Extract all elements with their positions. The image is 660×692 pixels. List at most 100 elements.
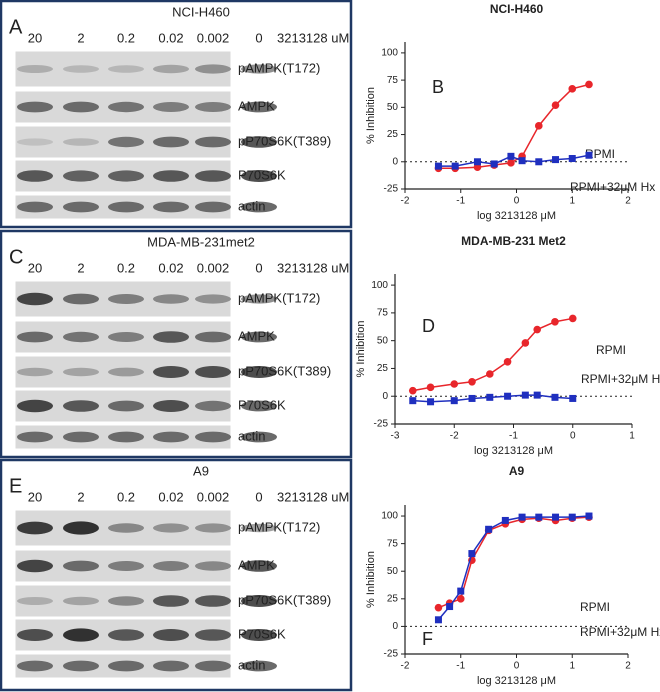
y-tick-label: -25 <box>384 649 399 660</box>
blot-row-label: actin <box>238 428 265 443</box>
blot-band <box>195 170 231 182</box>
blot-band <box>153 523 189 533</box>
point <box>552 156 560 164</box>
blot-band <box>17 138 53 146</box>
blot-row-label: pP70S6K(T389) <box>238 363 331 378</box>
point <box>451 162 459 170</box>
point <box>503 357 512 366</box>
y-tick-label: 100 <box>381 511 398 522</box>
blot-row-label: actin <box>238 657 265 672</box>
x-tick-label: 0 <box>570 431 576 442</box>
panel-letter: B <box>432 77 444 97</box>
y-tick-label: 25 <box>387 593 399 604</box>
point <box>456 595 465 603</box>
point <box>585 80 593 89</box>
point <box>521 339 530 347</box>
blot-band <box>241 431 277 443</box>
y-tick-label: 75 <box>387 75 399 86</box>
y-axis-label: % Inhibition <box>355 321 367 378</box>
blot-band <box>108 561 144 571</box>
blot-band <box>241 170 277 182</box>
x-tick-label: 1 <box>629 431 635 442</box>
blot-band <box>63 65 99 73</box>
blot-band <box>63 660 99 672</box>
dose-label: 0 <box>255 260 262 275</box>
point <box>450 397 458 405</box>
dose-unit: 3213128 uM <box>277 30 349 45</box>
chart-title: A9 <box>509 464 525 478</box>
blot-band <box>153 201 189 213</box>
point <box>427 398 435 406</box>
series-line <box>438 154 590 167</box>
point <box>551 393 559 401</box>
x-tick-label: -1 <box>456 661 465 672</box>
blot-band <box>108 65 144 73</box>
dose-label: 2 <box>77 489 84 504</box>
blot-band <box>195 561 231 571</box>
blot-band <box>17 65 53 73</box>
point <box>533 391 541 399</box>
chart-title: MDA-MB-231 Met2 <box>461 234 566 248</box>
blot-band <box>153 366 189 378</box>
series-line <box>412 317 573 392</box>
point <box>434 162 442 170</box>
point <box>504 392 512 400</box>
point <box>568 314 577 323</box>
blot-row-label: AMPK <box>238 328 275 343</box>
point <box>535 513 543 521</box>
panel-border <box>0 0 353 229</box>
blot-band <box>108 294 144 304</box>
x-tick-label: -2 <box>450 431 459 442</box>
point <box>569 394 577 402</box>
legend-label: RPMI+32μM Hx <box>580 625 660 639</box>
blot-band <box>63 138 99 146</box>
dose-label: 0.02 <box>158 489 183 504</box>
blot-band <box>63 560 99 572</box>
point <box>568 85 577 93</box>
blot-band <box>108 101 144 113</box>
blot-band <box>108 523 144 533</box>
panel-letter: C <box>9 246 23 268</box>
blot-band <box>241 366 277 378</box>
point <box>426 383 435 392</box>
y-tick-label: 75 <box>387 538 399 549</box>
blot-band <box>241 595 277 607</box>
blot-band <box>241 560 277 572</box>
point <box>551 317 559 326</box>
blot-title: NCI-H460 <box>172 4 230 19</box>
x-axis-label: log 3213128 μM <box>477 210 556 222</box>
blot-row-label: AMPK <box>238 557 275 572</box>
blot-band <box>63 101 99 113</box>
blot-band <box>195 201 231 213</box>
x-tick-label: 0 <box>514 661 520 672</box>
y-tick-label: 100 <box>371 280 388 291</box>
x-tick-label: 1 <box>569 196 575 207</box>
x-tick-label: 0 <box>514 196 520 207</box>
y-tick-label: 25 <box>387 129 399 140</box>
x-tick-label: -1 <box>456 196 465 207</box>
blot-band <box>195 294 231 304</box>
blot-band <box>241 64 277 74</box>
blot-band <box>153 561 189 571</box>
dose-label: 0.2 <box>117 260 135 275</box>
blot-row-label: pP70S6K(T389) <box>238 133 331 148</box>
blot-title: A9 <box>193 463 209 478</box>
y-axis-label: % Inhibition <box>365 551 377 608</box>
x-tick-label: -1 <box>509 431 518 442</box>
y-tick-label: -25 <box>384 184 399 195</box>
x-tick-label: -2 <box>401 196 410 207</box>
blot-band <box>108 367 144 377</box>
blot-band <box>17 559 53 573</box>
blot-band <box>195 102 231 112</box>
point <box>535 122 543 130</box>
blot-band <box>108 201 144 213</box>
dose-label: 0.002 <box>197 260 230 275</box>
blot-band <box>241 101 277 113</box>
series-line <box>438 83 590 170</box>
blot-band <box>241 331 277 343</box>
chart-title: NCI-H460 <box>490 2 544 16</box>
blot-band <box>63 400 99 412</box>
blot-band <box>241 523 277 533</box>
blot-band <box>63 201 99 213</box>
dose-label: 2 <box>77 30 84 45</box>
